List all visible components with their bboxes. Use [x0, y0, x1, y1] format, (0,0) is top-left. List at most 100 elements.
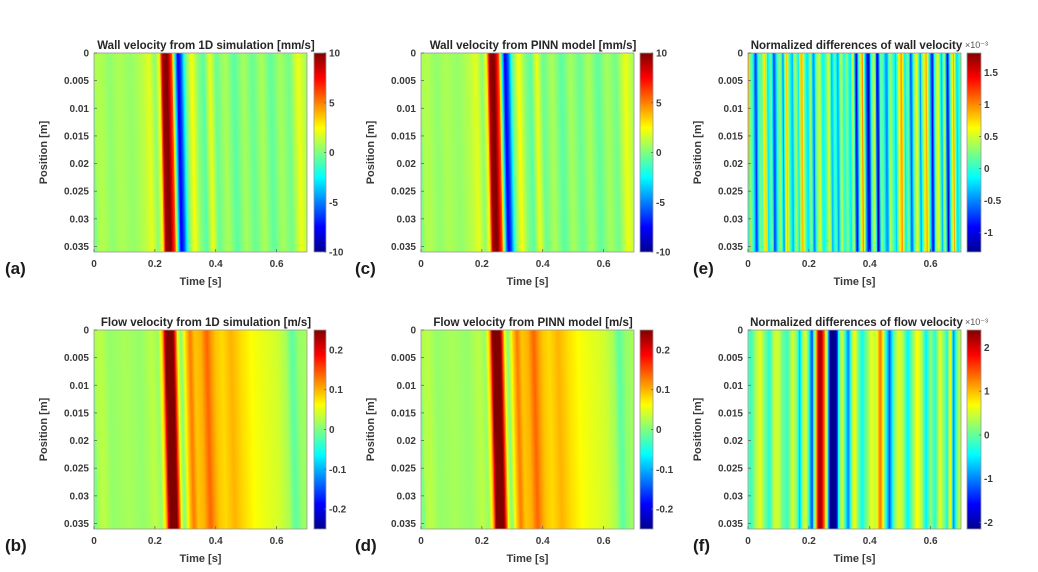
x-tick-label: 0.4 — [863, 536, 877, 547]
y-tick-label: 0.02 — [724, 159, 744, 170]
axes-box — [747, 329, 962, 530]
panel-label: (c) — [355, 259, 376, 278]
x-tick-label: 0 — [418, 259, 424, 270]
y-tick-label: 0.02 — [70, 159, 90, 170]
y-tick-label: 0.015 — [718, 408, 743, 419]
y-tick-label: 0.03 — [397, 214, 417, 225]
colorbar-tick-label: 5 — [656, 98, 662, 109]
y-tick-label: 0.02 — [397, 159, 417, 170]
y-tick-label: 0.02 — [724, 436, 744, 447]
colorbar-exponent: ×10⁻³ — [965, 317, 988, 327]
chart-title: Wall velocity from PINN model [mm/s] — [430, 40, 637, 52]
panel-label: (d) — [355, 536, 377, 555]
y-tick-label: 0.005 — [718, 76, 743, 87]
y-tick-label: 0.015 — [391, 408, 416, 419]
y-tick-label: 0.01 — [724, 104, 744, 115]
y-tick-label: 0.035 — [64, 242, 89, 253]
colorbar-tick-label: 0.2 — [329, 345, 343, 356]
colorbar — [966, 329, 982, 530]
colorbar-tick-label: -10 — [656, 248, 671, 259]
x-tick-label: 0 — [745, 259, 751, 270]
chart-title: Flow velocity from 1D simulation [m/s] — [101, 317, 311, 329]
y-axis-label: Position [m] — [365, 120, 377, 184]
colorbar-tick-label: 0 — [329, 148, 335, 159]
heatmap-cell — [304, 53, 307, 182]
y-tick-label: 0.025 — [64, 464, 89, 475]
y-tick-label: 0.025 — [718, 187, 743, 198]
y-tick-label: 0.01 — [724, 381, 744, 392]
x-tick-label: 0.6 — [597, 536, 611, 547]
y-tick-label: 0.02 — [70, 436, 90, 447]
colorbar-tick-label: 0 — [984, 430, 990, 441]
y-tick-label: 0.005 — [64, 76, 89, 87]
x-tick-label: 0.2 — [802, 536, 816, 547]
axes-box — [93, 329, 308, 530]
y-axis-label: Position [m] — [38, 120, 50, 184]
axes-box — [420, 329, 635, 530]
heatmap-e — [748, 53, 961, 252]
colorbar-tick-label: 0.1 — [329, 385, 343, 396]
colorbar-tick-label: 5 — [329, 98, 335, 109]
panel-f: Normalized differences of flow velocity ×… — [692, 317, 993, 565]
y-tick-label: 0.005 — [391, 353, 416, 364]
heatmap-cell — [304, 330, 307, 441]
x-tick-label: 0.2 — [148, 259, 162, 270]
x-tick-label: 0.4 — [209, 259, 223, 270]
panel-label: (b) — [5, 536, 27, 555]
panel-label: (a) — [5, 259, 26, 278]
chart-title: Flow velocity from PINN model [m/s] — [433, 317, 633, 329]
x-axis-label: Time [s] — [507, 276, 549, 288]
x-axis-label: Time [s] — [834, 276, 876, 288]
y-tick-label: 0.025 — [391, 464, 416, 475]
y-tick-label: 0.005 — [391, 76, 416, 87]
y-tick-label: 0 — [83, 326, 89, 337]
heatmap-b — [94, 330, 307, 529]
x-tick-label: 0.6 — [270, 536, 284, 547]
y-tick-label: 0.015 — [64, 408, 89, 419]
colorbar-tick-label: 1 — [984, 387, 990, 398]
colorbar-tick-label: -0.1 — [656, 465, 674, 476]
x-tick-label: 0.6 — [597, 259, 611, 270]
x-tick-label: 0 — [418, 536, 424, 547]
colorbar-tick-label: 0.2 — [656, 345, 670, 356]
x-axis-label: Time [s] — [180, 553, 222, 565]
panel-d: Flow velocity from PINN model [m/s] 0 0.2 0… — [355, 317, 674, 565]
x-tick-label: 0.6 — [270, 259, 284, 270]
heatmap-c — [421, 53, 634, 252]
y-tick-label: 0.015 — [64, 131, 89, 142]
y-tick-label: 0.035 — [391, 242, 416, 253]
y-tick-label: 0.01 — [397, 381, 417, 392]
panel-a: Wall velocity from 1D simulation [mm/s] 0… — [5, 40, 344, 288]
axes-box — [420, 52, 635, 253]
y-tick-label: 0.035 — [391, 519, 416, 530]
panel-c: Wall velocity from PINN model [mm/s] 0 0.2… — [355, 40, 671, 288]
colorbar-tick-label: -0.2 — [329, 505, 347, 516]
y-tick-label: 0 — [410, 49, 416, 60]
x-axis-label: Time [s] — [180, 276, 222, 288]
y-tick-label: 0 — [83, 49, 89, 60]
y-tick-label: 0.025 — [391, 187, 416, 198]
colorbar-tick-label: -10 — [329, 248, 344, 259]
x-tick-label: 0 — [91, 536, 97, 547]
y-tick-label: 0.01 — [70, 104, 90, 115]
x-tick-label: 0.2 — [148, 536, 162, 547]
panel-label: (e) — [693, 259, 714, 278]
y-tick-label: 0 — [737, 49, 743, 60]
colorbar-tick-label: 1 — [984, 100, 990, 111]
colorbar-tick-label: -1 — [984, 228, 993, 239]
y-tick-label: 0.03 — [70, 214, 90, 225]
y-tick-label: 0.005 — [718, 353, 743, 364]
y-tick-label: 0 — [737, 326, 743, 337]
colorbar-tick-label: 10 — [329, 49, 341, 60]
panel-b: Flow velocity from 1D simulation [m/s] 0 0… — [5, 317, 347, 565]
y-tick-label: 0.01 — [397, 104, 417, 115]
x-tick-label: 0.2 — [475, 536, 489, 547]
y-tick-label: 0.035 — [718, 242, 743, 253]
panel-e: Normalized differences of wall velocity ×… — [692, 40, 1002, 288]
colorbar-tick-label: 0 — [656, 148, 662, 159]
x-tick-label: 0.2 — [802, 259, 816, 270]
y-tick-label: 0.02 — [397, 436, 417, 447]
x-tick-label: 0.6 — [924, 259, 938, 270]
colorbar-tick-label: 0 — [329, 425, 335, 436]
